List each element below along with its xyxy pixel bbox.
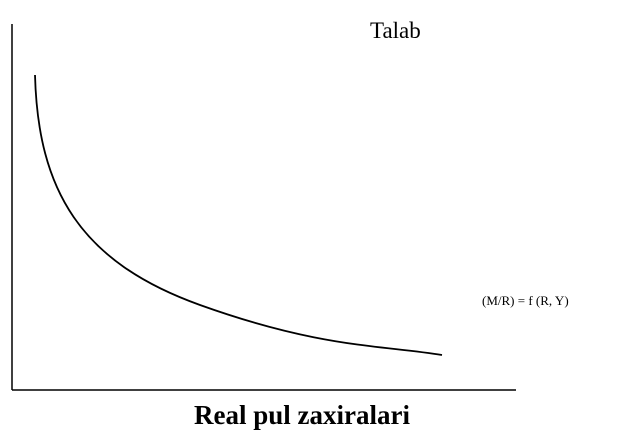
formula: (M/R) = f (R, Y) xyxy=(482,293,569,308)
curve-label: Talab xyxy=(370,18,421,43)
x-axis-label: Real pul zaxiralari xyxy=(194,400,410,430)
demand-curve xyxy=(34,74,443,356)
